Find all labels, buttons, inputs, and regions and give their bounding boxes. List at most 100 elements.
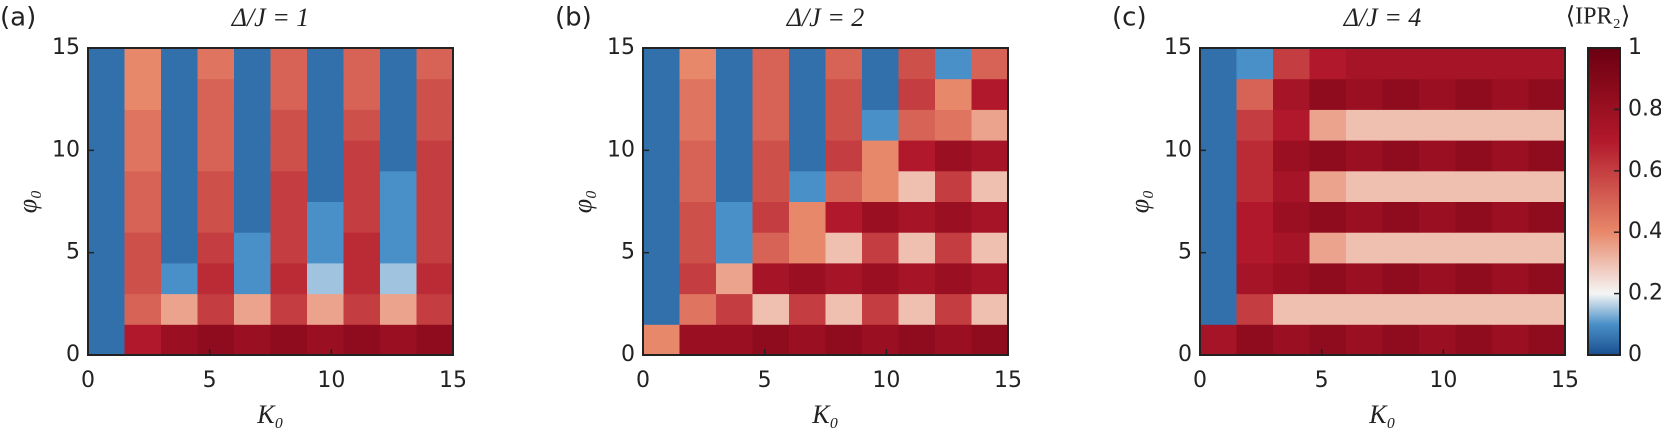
heat-cell <box>862 293 899 325</box>
heat-cell <box>307 170 344 202</box>
colorbar-tick-label: 0 <box>1628 342 1642 367</box>
heat-cell <box>307 232 344 264</box>
heat-cell <box>1309 170 1347 202</box>
heat-cell <box>161 170 198 202</box>
heat-cell <box>1309 78 1347 110</box>
x-tick-label: 5 <box>758 368 772 393</box>
heat-cell <box>862 170 899 202</box>
heat-cell <box>1200 78 1237 110</box>
heat-cell <box>898 170 936 202</box>
heat-cell <box>270 78 308 110</box>
heat-cell <box>161 293 198 325</box>
heat-cell <box>1236 232 1274 264</box>
heat-cell <box>752 78 790 110</box>
heat-cell <box>935 232 972 264</box>
heat-cell <box>1236 109 1274 141</box>
heat-cell <box>270 201 308 233</box>
heat-cell <box>270 48 308 80</box>
heat-cell <box>643 48 680 80</box>
x-tick-label: 5 <box>203 368 217 393</box>
heat-cell <box>971 109 1009 141</box>
heat-cell <box>752 48 790 80</box>
heat-cell <box>1455 232 1493 264</box>
chart-title: Δ/J = 2 <box>786 3 865 32</box>
heat-cell <box>1236 48 1274 80</box>
heat-cell <box>789 232 826 264</box>
heat-cell <box>1346 201 1383 233</box>
heat-cell <box>1382 262 1420 295</box>
x-tick-label: 15 <box>439 368 467 393</box>
heat-cell <box>679 232 717 264</box>
heat-cell <box>716 48 753 80</box>
heat-cell <box>1455 170 1493 202</box>
colorbar-frame <box>1587 47 1621 356</box>
chart-title: Δ/J = 4 <box>1343 3 1422 32</box>
y-tick-label: 15 <box>1164 35 1192 60</box>
heat-cell <box>124 109 162 141</box>
heat-cell <box>643 293 680 325</box>
heat-cell <box>1382 232 1420 264</box>
heat-cell <box>643 201 680 233</box>
heat-cell <box>898 232 936 264</box>
heat-cell <box>234 324 271 356</box>
heat-cell <box>380 78 417 110</box>
heat-cell <box>416 170 454 202</box>
heat-cell <box>825 78 863 110</box>
heat-cell <box>307 262 344 295</box>
heat-cell <box>161 109 198 141</box>
heat-cell <box>88 109 125 141</box>
heat-cell <box>197 48 235 80</box>
heat-cell <box>1309 48 1347 80</box>
heat-cell <box>1419 293 1456 325</box>
heat-cell <box>234 232 271 264</box>
heat-cell <box>416 78 454 110</box>
x-tick-label: 0 <box>636 368 650 393</box>
heat-cell <box>716 78 753 110</box>
x-tick-label: 10 <box>1429 368 1457 393</box>
heat-cell <box>161 48 198 80</box>
heat-cell <box>1236 201 1274 233</box>
heat-cell <box>1309 201 1347 233</box>
heat-cell <box>1492 109 1529 141</box>
x-axis-label: K₀ <box>1368 400 1395 429</box>
heat-cell <box>88 293 125 325</box>
heat-cell <box>679 293 717 325</box>
heat-cell <box>416 48 454 80</box>
heat-cell <box>1309 324 1347 356</box>
x-axis-label: K₀ <box>811 400 838 429</box>
heat-cell <box>1419 109 1456 141</box>
panel-label: (b) <box>555 3 592 33</box>
heat-cell <box>643 232 680 264</box>
heat-cell <box>234 201 271 233</box>
heat-cell <box>161 232 198 264</box>
heat-cell <box>1273 262 1310 295</box>
heat-cell <box>380 293 417 325</box>
heat-cell <box>1382 293 1420 325</box>
heat-cell <box>1200 201 1237 233</box>
heat-cell <box>898 78 936 110</box>
heat-cell <box>161 78 198 110</box>
x-tick-label: 0 <box>1193 368 1207 393</box>
heat-cell <box>898 140 936 172</box>
heat-cell <box>1346 78 1383 110</box>
heat-cell <box>1382 48 1420 80</box>
heat-cell <box>898 48 936 80</box>
heat-cell <box>197 170 235 202</box>
heat-cell <box>380 232 417 264</box>
heat-cell <box>1382 201 1420 233</box>
heat-cell <box>343 48 381 80</box>
heat-cell <box>124 201 162 233</box>
plot-frame <box>87 47 454 356</box>
colorbar-tick-label: 1 <box>1628 35 1642 60</box>
heat-cell <box>1528 201 1566 233</box>
heat-cell <box>343 140 381 172</box>
heat-cell <box>1309 109 1347 141</box>
heat-cell <box>679 78 717 110</box>
heat-cell <box>161 140 198 172</box>
heat-cell <box>343 293 381 325</box>
heat-cell <box>1528 78 1566 110</box>
heat-cell <box>197 109 235 141</box>
heat-cell <box>716 293 753 325</box>
heat-cell <box>380 109 417 141</box>
heat-cell <box>307 78 344 110</box>
